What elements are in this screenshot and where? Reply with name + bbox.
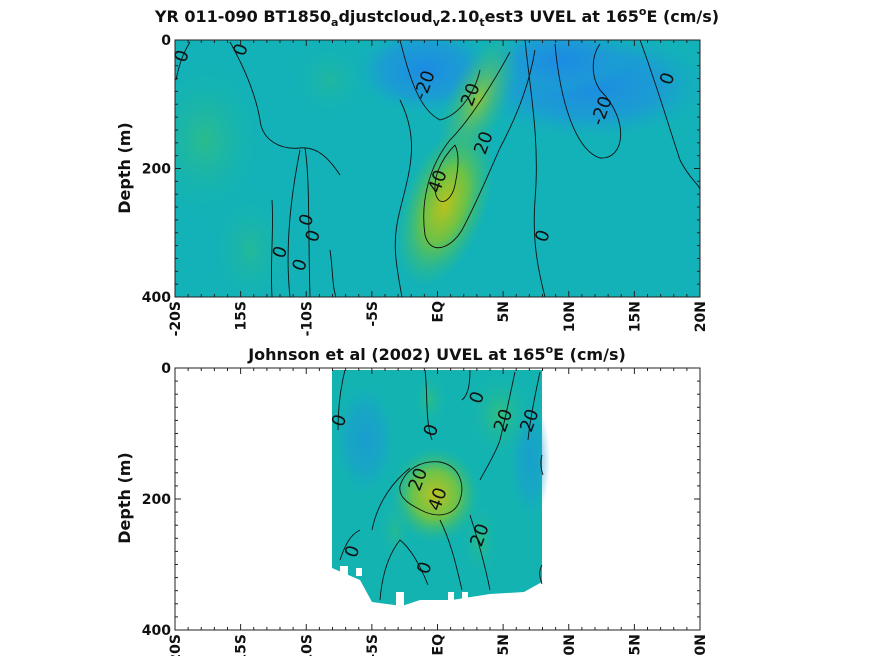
x-tick-label: 10N (562, 301, 578, 332)
x-tick-label: 15S (234, 634, 250, 656)
observation-axis-ticks: -20S 15S -10S -5S EQ 5N 10N 15N 20N 0 200 400 (142, 361, 709, 656)
model-ylabel: Depth (m) (115, 122, 134, 214)
x-tick-label: -5S (365, 301, 381, 327)
y-tick-label: 400 (142, 290, 171, 306)
model-contours (175, 40, 700, 297)
observation-panel-title: Johnson et al (2002) UVEL at 165oE (cm/s… (247, 343, 626, 364)
x-tick-label: EQ (431, 634, 447, 656)
x-tick-label: 5N (496, 634, 512, 655)
x-tick-label: -5S (365, 634, 381, 656)
x-tick-label: -20S (168, 634, 184, 656)
x-tick-label: 15N (627, 634, 643, 656)
x-tick-label: 5N (496, 301, 512, 322)
x-tick-label: 15S (234, 301, 250, 331)
observation-panel: Johnson et al (2002) UVEL at 165oE (cm/s… (115, 343, 709, 656)
x-tick-label: -20S (168, 301, 184, 336)
observation-ylabel: Depth (m) (115, 452, 134, 544)
model-heatmap (175, 40, 700, 297)
x-tick-label: 20N (693, 301, 709, 332)
model-panel: YR 011-090 BT1850adjustcloudv2.10test3 U… (115, 5, 719, 336)
x-tick-label: -10S (299, 301, 315, 336)
y-tick-label: 0 (161, 33, 171, 49)
observation-contours (337, 369, 544, 601)
x-tick-label: EQ (431, 301, 447, 323)
x-tick-label: -10S (299, 634, 315, 656)
y-tick-label: 200 (142, 492, 171, 508)
x-tick-label: 20N (693, 634, 709, 656)
y-tick-label: 400 (142, 623, 171, 639)
y-tick-label: 200 (142, 162, 171, 178)
x-tick-label: 15N (627, 301, 643, 332)
y-tick-label: 0 (161, 361, 171, 377)
observation-heatmap (332, 370, 550, 606)
x-tick-label: 10N (562, 634, 578, 656)
model-panel-title: YR 011-090 BT1850adjustcloudv2.10test3 U… (154, 5, 719, 29)
model-axis-ticks: -20S 15S -10S -5S EQ 5N 10N 15N 20N 0 200 400 (142, 33, 709, 336)
